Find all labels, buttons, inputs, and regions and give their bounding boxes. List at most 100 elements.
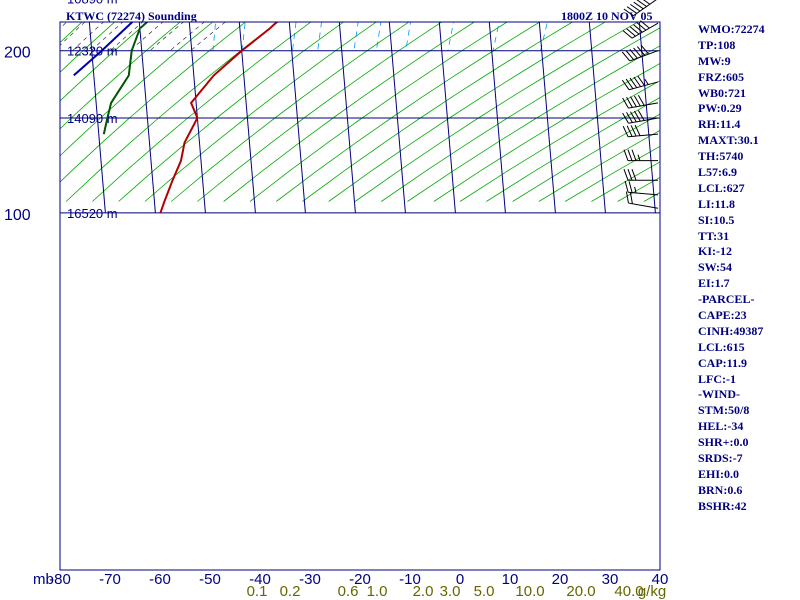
isotherm-line [188,22,206,213]
temperature-tick-label: 30 [602,571,619,588]
wind-barb [622,94,659,109]
height-label: 10890 m [67,0,118,6]
plot-frame [59,21,661,571]
index-item: FRZ:605 [698,69,744,84]
temperature-tick-label: -70 [99,571,121,588]
index-item: SRDS:-7 [698,451,743,466]
pressure-axis: 1002003004005006007008009001000mb [4,45,54,588]
mixing-ratio-label: 0.1 [247,583,268,600]
mixing-ratio-label: 10.0 [515,583,544,600]
index-item: L57:6.9 [698,165,737,180]
wind-barb [622,124,659,138]
isotherm-line [638,22,656,213]
wind-barb [621,75,659,91]
height-label: 14090 m [67,111,118,126]
pressure-unit-label: mb [33,571,54,588]
mixing-ratio-axis: 0.1 0.2 0.6 1.0 2.0 3.0 5.0 10.0 20.0 40.0g/kg [247,583,667,600]
index-item: TP:108 [698,37,736,52]
index-item: LI:11.8 [698,196,736,211]
mixing-ratio-label: 1.0 [367,583,388,600]
index-item: KI:-12 [698,244,732,259]
index-item: SI:10.5 [698,212,735,227]
index-item: SW:54 [698,260,733,275]
index-item: WMO:72274 [698,22,765,36]
index-item: RH:11.4 [698,117,741,132]
isotherm-line [88,22,106,213]
isotherm-line [488,22,506,213]
mixing-ratio-label: 2.0 [413,583,434,600]
isobars [60,50,660,214]
index-item: EHI:0.0 [698,466,740,481]
sounding-profiles [73,22,279,214]
wind-barb [623,0,657,17]
index-item: LFC:-1 [698,371,736,386]
index-item: LCL:615 [698,339,745,354]
index-item: EI:1.7 [698,276,730,291]
isotherm-line [288,22,306,213]
index-item: WB0:721 [698,85,746,100]
wind-barb [623,149,658,162]
pressure-tick-label: 200 [4,45,31,62]
index-item: LCL:627 [698,180,745,195]
temperature-tick-label: 20 [552,571,569,588]
mixing-ratio-label: 20.0 [566,583,595,600]
temperature-axis: -80 -70 -60 -50 -40 -30 -20 -10 0 10 20 30 40 [49,571,668,588]
temperature-line [159,22,279,214]
isotherm-line [238,22,256,213]
mixing-ratio-label: 0.6 [338,583,359,600]
index-item: STM:50/8 [698,403,750,418]
wind-barb [623,169,658,181]
wind-barb [622,20,659,39]
index-item: TT:31 [698,228,730,243]
chart-datetime: 1800Z 10 NOV 05 [561,9,653,23]
mixing-ratio-label: 3.0 [440,583,461,600]
temperature-tick-label: -50 [199,571,221,588]
index-item: MW:9 [698,53,731,68]
temperature-tick-label: 0 [456,571,464,588]
height-label: 12320 m [67,44,118,59]
temperature-tick-label: -30 [299,571,321,588]
temperature-tick-label: 40 [652,571,669,588]
height-label: 16520 m [67,206,118,221]
index-item: -PARCEL- [698,292,755,307]
index-item: BSHR:42 [698,498,747,513]
wind-barb [621,44,659,62]
wind-barb [622,110,659,124]
temperature-tick-label: -80 [49,571,71,588]
temperature-tick-label: -20 [349,571,371,588]
index-item: BRN:0.6 [698,482,743,497]
temperature-tick-label: 10 [502,571,519,588]
isotherm-line [588,22,606,213]
isotherm-line [538,22,556,213]
index-item: HEL:-34 [698,419,744,434]
wind-barb [625,191,659,209]
index-item: CINH:49387 [698,323,764,338]
wind-barb [624,180,659,196]
isotherm-line [438,22,456,213]
index-item: -WIND- [698,387,740,402]
temperature-tick-label: -10 [399,571,421,588]
temperature-tick-label: -40 [249,571,271,588]
index-item: CAPE:23 [698,308,747,323]
index-item: MAXT:30.1 [698,133,759,148]
chart-title: KTWC (72274) Sounding [66,9,197,23]
mixing-ratio-label: 5.0 [474,583,495,600]
wind-barbs [621,0,659,209]
mixing-ratio-label: 40.0 [614,583,643,600]
index-item: TH:5740 [698,149,744,164]
pressure-tick-label: 100 [4,207,31,224]
temperature-tick-label: -60 [149,571,171,588]
mixing-ratio-label: g/kg [638,583,666,600]
isotherm-line [338,22,356,213]
isotherm-line [388,22,406,213]
stability-indices-panel: WMO:72274 TP:108 MW:9 FRZ:605 WB0:721 PW:0.29… [698,22,765,515]
index-item: SHR+:0.0 [698,435,749,450]
index-item: CAP:11.9 [698,355,747,370]
isotherms [88,22,656,213]
mixing-ratio-label: 0.2 [280,583,301,600]
isotherm-line [138,22,156,213]
index-item: PW:0.29 [698,101,742,116]
